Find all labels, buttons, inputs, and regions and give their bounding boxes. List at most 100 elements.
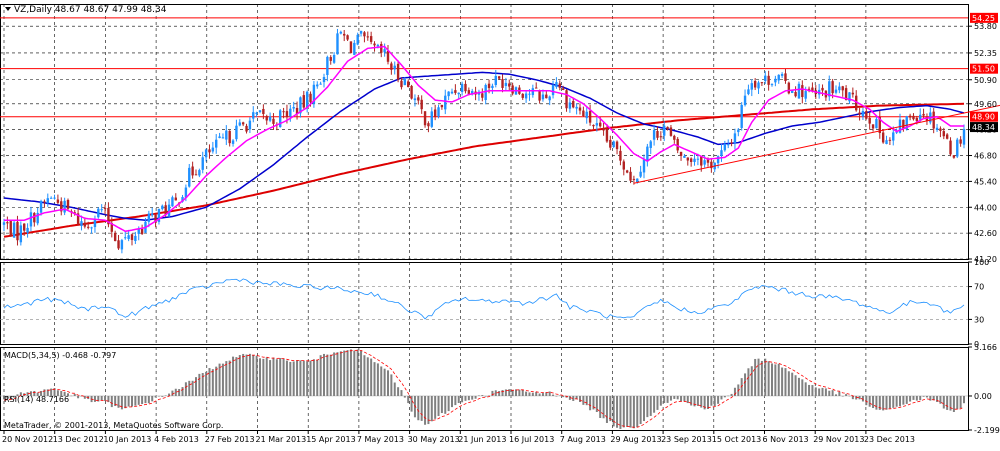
candle-body[interactable] [2, 222, 6, 225]
candle-body[interactable] [258, 110, 262, 112]
macd-bar[interactable] [191, 380, 194, 396]
macd-bar[interactable] [141, 395, 144, 405]
candle-body[interactable] [565, 90, 568, 109]
macd-bar[interactable] [427, 395, 430, 425]
macd-bar[interactable] [861, 395, 864, 402]
candle-body[interactable] [521, 93, 524, 98]
macd-bar[interactable] [100, 395, 103, 401]
macd-bar[interactable] [461, 395, 464, 403]
candle-body[interactable] [140, 228, 144, 234]
macd-bar[interactable] [952, 395, 955, 412]
candle-body[interactable] [413, 98, 417, 101]
candle-body[interactable] [706, 158, 710, 163]
candle-body[interactable] [228, 130, 231, 144]
candle-body[interactable] [956, 139, 959, 157]
macd-bar[interactable] [383, 368, 386, 396]
macd-bar[interactable] [83, 395, 86, 399]
candle-body[interactable] [221, 137, 225, 139]
macd-bar[interactable] [558, 395, 561, 397]
candle-body[interactable] [366, 36, 369, 38]
candle-body[interactable] [127, 235, 130, 239]
candle-body[interactable] [181, 196, 184, 202]
macd-bar[interactable] [899, 395, 901, 407]
macd-bar[interactable] [467, 395, 470, 401]
macd-bar[interactable] [477, 395, 480, 396]
macd-bar[interactable] [60, 390, 63, 396]
macd-bar[interactable] [339, 351, 342, 396]
candle-body[interactable] [912, 115, 915, 120]
macd-bar[interactable] [252, 355, 255, 396]
macd-bar[interactable] [572, 395, 575, 401]
macd-bar[interactable] [397, 387, 400, 396]
candle-body[interactable] [369, 36, 373, 42]
macd-bar[interactable] [356, 349, 359, 396]
candle-body[interactable] [905, 116, 908, 130]
candle-body[interactable] [959, 139, 962, 144]
candle-body[interactable] [201, 157, 204, 170]
macd-bar[interactable] [777, 363, 780, 396]
candle-body[interactable] [659, 136, 663, 138]
macd-bar[interactable] [720, 395, 723, 400]
candle-body[interactable] [609, 139, 612, 148]
macd-bar[interactable] [710, 395, 713, 406]
macd-bar[interactable] [595, 395, 598, 413]
candle-body[interactable] [885, 140, 888, 145]
candle-body[interactable] [639, 171, 642, 177]
macd-bar[interactable] [764, 358, 767, 396]
macd-bar[interactable] [804, 382, 807, 396]
candle-body[interactable] [343, 33, 346, 36]
macd-bar[interactable] [225, 361, 228, 396]
macd-bar[interactable] [929, 395, 932, 401]
macd-bar[interactable] [373, 362, 376, 396]
macd-bar[interactable] [6, 395, 9, 399]
macd-bar[interactable] [541, 393, 544, 396]
macd-bar[interactable] [164, 395, 167, 396]
macd-bar[interactable] [575, 395, 578, 400]
candle-body[interactable] [720, 150, 723, 157]
candle-body[interactable] [93, 219, 97, 228]
candle-body[interactable] [922, 113, 925, 116]
candle-body[interactable] [97, 208, 100, 218]
candle-body[interactable] [925, 116, 929, 122]
macd-bar[interactable] [872, 395, 875, 409]
candle-body[interactable] [700, 156, 703, 166]
candle-body[interactable] [23, 223, 26, 231]
candle-body[interactable] [646, 146, 649, 162]
macd-bar[interactable] [599, 395, 602, 418]
candle-body[interactable] [615, 141, 619, 150]
macd-bar[interactable] [474, 395, 477, 399]
candle-body[interactable] [460, 83, 464, 92]
macd-bar[interactable] [932, 395, 935, 401]
macd-bar[interactable] [107, 395, 110, 403]
candle-body[interactable] [6, 222, 9, 224]
candle-body[interactable] [747, 89, 750, 95]
candle-body[interactable] [151, 213, 154, 216]
candle-body[interactable] [130, 234, 134, 240]
macd-bar[interactable] [151, 395, 154, 402]
candle-body[interactable] [484, 84, 487, 100]
macd-bar[interactable] [841, 395, 844, 397]
macd-bar[interactable] [690, 395, 693, 406]
candle-body[interactable] [770, 84, 774, 86]
macd-bar[interactable] [488, 395, 491, 397]
candle-body[interactable] [625, 170, 629, 173]
macd-bar[interactable] [77, 395, 80, 399]
candle-body[interactable] [740, 104, 743, 128]
macd-bar[interactable] [221, 363, 224, 396]
macd-bar[interactable] [120, 395, 123, 410]
candle-body[interactable] [238, 122, 241, 126]
macd-bar[interactable] [181, 387, 184, 396]
macd-bar[interactable] [178, 389, 181, 396]
macd-bar[interactable] [326, 354, 329, 396]
macd-bar[interactable] [589, 395, 592, 411]
macd-bar[interactable] [161, 395, 164, 397]
candle-body[interactable] [19, 225, 23, 243]
macd-bar[interactable] [585, 395, 588, 406]
candle-body[interactable] [919, 114, 922, 120]
macd-bar[interactable] [272, 357, 275, 396]
macd-bar[interactable] [424, 395, 427, 425]
candle-body[interactable] [555, 82, 558, 88]
candle-body[interactable] [49, 197, 53, 199]
candle-body[interactable] [430, 111, 433, 127]
